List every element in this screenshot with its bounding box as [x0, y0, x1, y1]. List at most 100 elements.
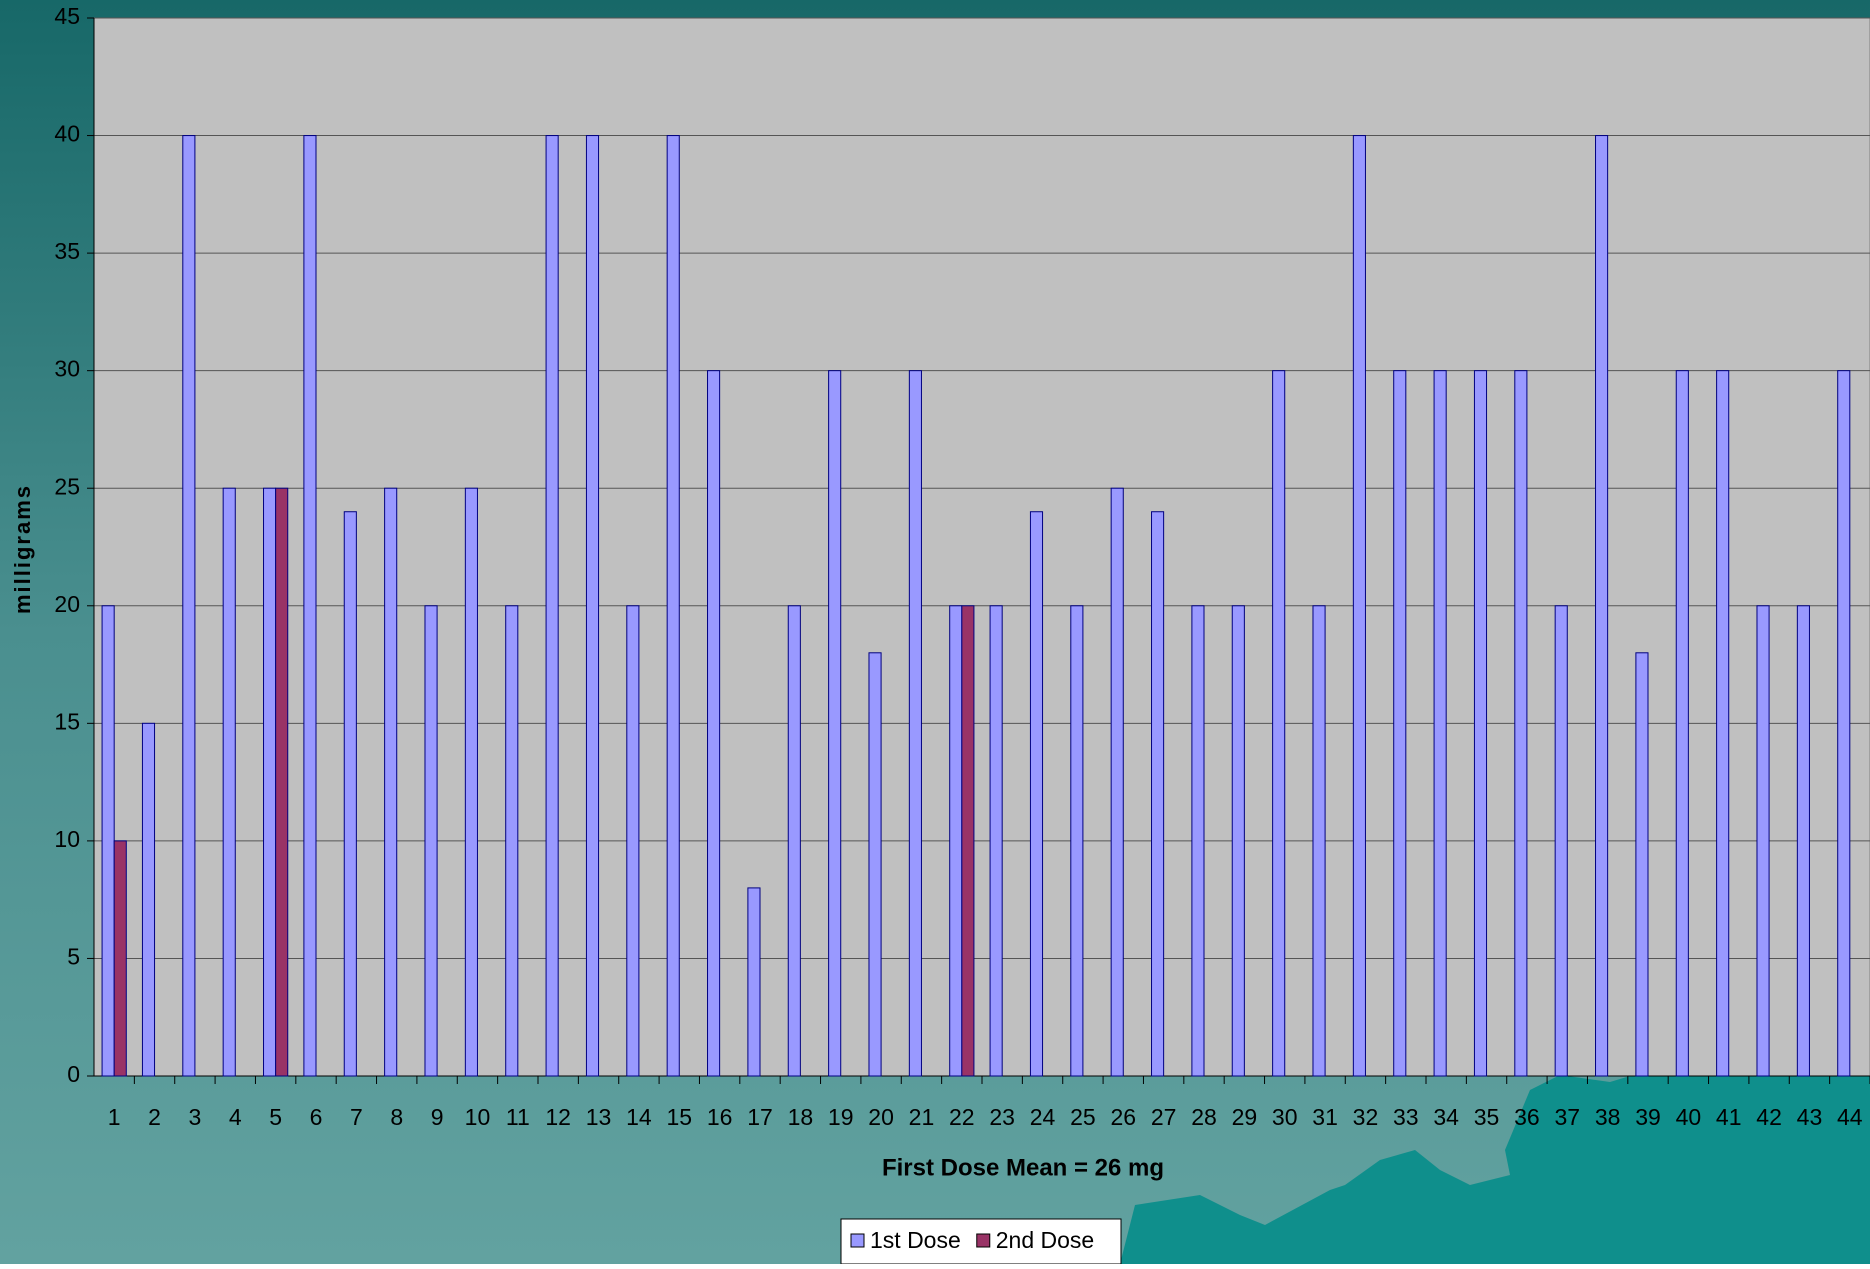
x-tick-label: 4	[229, 1104, 242, 1130]
bar	[222, 487, 236, 1077]
legend: 1st Dose 2nd Dose	[840, 1218, 1122, 1265]
x-tick-label: 31	[1312, 1104, 1338, 1130]
x-tick-label: 26	[1110, 1104, 1136, 1130]
bar	[464, 487, 478, 1077]
y-tick-label: 15	[54, 708, 80, 734]
x-tick-label: 29	[1232, 1104, 1258, 1130]
x-tick-label: 27	[1151, 1104, 1177, 1130]
y-tick-label: 45	[54, 3, 80, 29]
legend-swatch	[976, 1233, 991, 1248]
x-tick-label: 34	[1433, 1104, 1459, 1130]
x-tick-label: 13	[586, 1104, 612, 1130]
bar	[908, 370, 922, 1077]
bar	[868, 652, 882, 1077]
x-tick-label: 18	[788, 1104, 814, 1130]
bar	[1393, 370, 1407, 1077]
x-tick-label: 28	[1191, 1104, 1217, 1130]
x-tick-label: 43	[1797, 1104, 1823, 1130]
bar	[505, 605, 519, 1077]
x-tick-label: 40	[1676, 1104, 1702, 1130]
bar	[626, 605, 640, 1077]
bar	[1756, 605, 1770, 1077]
bar	[747, 887, 761, 1077]
bar	[1837, 370, 1851, 1077]
x-tick-label: 44	[1837, 1104, 1863, 1130]
x-axis-title: First Dose Mean = 26 mg	[882, 1154, 1164, 1181]
bar	[585, 135, 600, 1077]
bar	[263, 487, 277, 1077]
bar	[828, 370, 842, 1077]
bar	[1110, 487, 1124, 1077]
bar	[1433, 370, 1447, 1077]
bar	[1151, 511, 1165, 1077]
bar	[384, 487, 398, 1077]
x-tick-label: 1	[108, 1104, 121, 1130]
legend-swatch	[850, 1233, 865, 1248]
x-tick-label: 6	[310, 1104, 323, 1130]
x-tick-label: 15	[666, 1104, 692, 1130]
x-tick-label: 33	[1393, 1104, 1419, 1130]
bar	[1029, 511, 1044, 1077]
y-tick-label: 5	[67, 944, 80, 970]
y-tick-label: 10	[54, 826, 80, 852]
bar	[545, 135, 559, 1077]
bar	[101, 605, 115, 1077]
bar	[787, 605, 801, 1077]
bar	[961, 605, 975, 1077]
x-tick-label: 37	[1554, 1104, 1580, 1130]
x-tick-label: 24	[1030, 1104, 1056, 1130]
bar	[1070, 605, 1084, 1077]
bar	[1191, 605, 1205, 1077]
x-tick-label: 17	[747, 1104, 773, 1130]
x-tick-label: 2	[148, 1104, 161, 1130]
x-tick-label: 7	[350, 1104, 363, 1130]
bar	[343, 511, 357, 1077]
x-tick-label: 36	[1514, 1104, 1540, 1130]
x-tick-label: 9	[431, 1104, 444, 1130]
bar	[303, 135, 317, 1077]
bar	[1635, 652, 1649, 1077]
y-axis-title: milligrams	[10, 484, 35, 614]
bar	[1272, 370, 1286, 1077]
decoration	[1120, 1070, 1870, 1264]
x-tick-label: 20	[868, 1104, 894, 1130]
y-tick-label: 0	[67, 1061, 80, 1087]
bar	[1716, 370, 1730, 1077]
bar	[666, 135, 680, 1077]
bar	[1473, 370, 1488, 1077]
x-tick-label: 22	[949, 1104, 975, 1130]
bar	[1675, 370, 1689, 1077]
bar	[1312, 605, 1326, 1077]
bar	[141, 722, 156, 1077]
bar	[113, 840, 127, 1077]
x-tick-label: 25	[1070, 1104, 1096, 1130]
bar	[275, 487, 289, 1077]
bar	[989, 605, 1003, 1077]
bar	[1554, 605, 1568, 1077]
x-tick-label: 8	[390, 1104, 403, 1130]
bar	[707, 370, 721, 1077]
x-tick-label: 23	[989, 1104, 1015, 1130]
x-tick-label: 19	[828, 1104, 854, 1130]
x-tick-label: 3	[189, 1104, 202, 1130]
y-tick-label: 20	[54, 591, 80, 617]
bar	[424, 605, 438, 1077]
x-tick-label: 35	[1474, 1104, 1500, 1130]
bar	[182, 135, 196, 1077]
x-tick-label: 38	[1595, 1104, 1621, 1130]
x-tick-label: 11	[506, 1104, 530, 1130]
bar	[1352, 135, 1366, 1077]
y-tick-label: 25	[54, 473, 80, 499]
x-tick-label: 30	[1272, 1104, 1298, 1130]
x-tick-label: 41	[1716, 1104, 1742, 1130]
x-tick-label: 42	[1756, 1104, 1782, 1130]
bar	[1231, 605, 1245, 1077]
y-tick-label: 40	[54, 121, 80, 147]
x-tick-label: 14	[626, 1104, 652, 1130]
x-tick-label: 12	[545, 1104, 571, 1130]
x-tick-label: 16	[707, 1104, 733, 1130]
legend-label: 2nd Dose	[996, 1227, 1094, 1253]
y-tick-label: 35	[54, 238, 80, 264]
x-tick-label: 5	[269, 1104, 282, 1130]
